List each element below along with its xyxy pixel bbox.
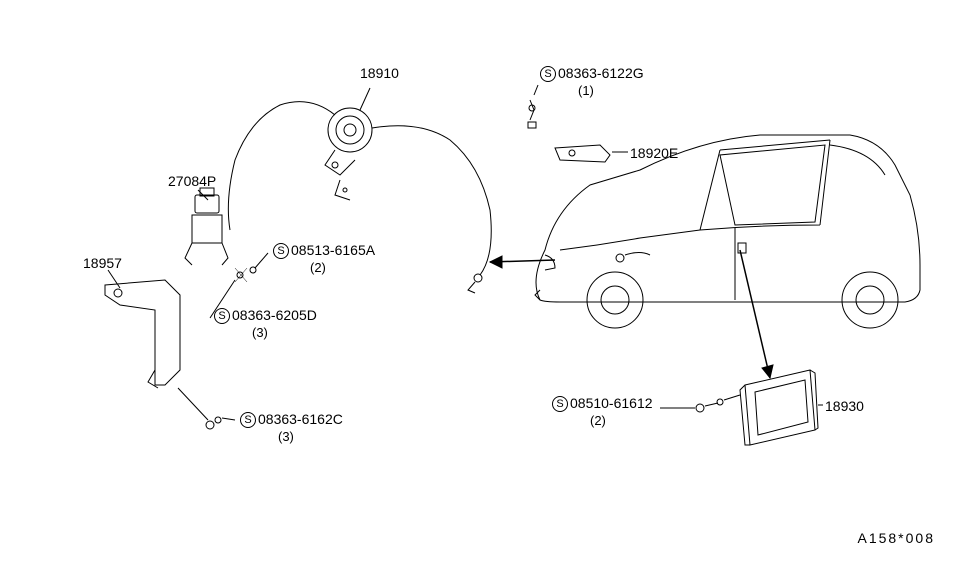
label-18930: 18930 <box>825 398 864 414</box>
bracket-18920e <box>555 145 610 162</box>
controller-box <box>740 370 818 445</box>
arrow-door-controller <box>740 250 773 378</box>
arrow-hood-left <box>490 256 555 268</box>
label-08363-6162C-qty: (3) <box>278 429 294 444</box>
controller-screws <box>696 395 740 412</box>
label-18920E: 18920E <box>630 145 678 161</box>
label-08363-6205D: S08363-6205D <box>214 307 317 324</box>
label-08363-6122G: S08363-6122G <box>540 65 644 82</box>
actuator-assembly <box>325 108 491 293</box>
label-27084P: 27084P <box>168 173 216 189</box>
pump-assembly <box>185 188 247 282</box>
parts-diagram-svg <box>0 0 975 566</box>
label-08513-6165A-qty: (2) <box>310 260 326 275</box>
label-08363-6122G-qty: (1) <box>578 83 594 98</box>
page-code: A158*008 <box>857 530 935 546</box>
screw-bottom <box>206 417 235 429</box>
diagram-canvas: 18910 27084P 18957 S08513-6165A (2) S083… <box>0 0 975 566</box>
car-outline <box>535 135 920 328</box>
bracket-18957 <box>105 280 180 388</box>
label-08363-6162C: S08363-6162C <box>240 411 343 428</box>
label-18910: 18910 <box>360 65 399 81</box>
label-08513-6165A: S08513-6165A <box>273 242 375 259</box>
screw-top <box>528 100 536 128</box>
label-08510-61612-qty: (2) <box>590 413 606 428</box>
label-08510-61612: S08510-61612 <box>552 395 653 412</box>
label-08363-6205D-qty: (3) <box>252 325 268 340</box>
label-18957: 18957 <box>83 255 122 271</box>
